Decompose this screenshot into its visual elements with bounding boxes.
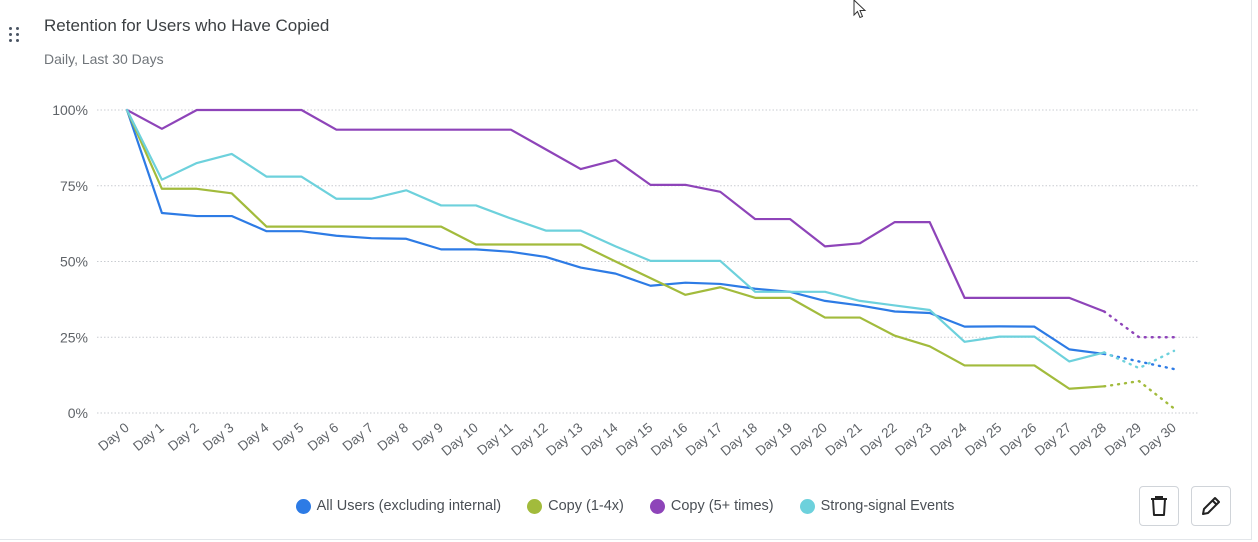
x-tick-label: Day 2	[165, 420, 202, 454]
y-tick-label: 75%	[60, 178, 88, 194]
edit-button[interactable]	[1191, 486, 1231, 526]
y-tick-label: 50%	[60, 254, 88, 270]
x-tick-label: Day 18	[718, 420, 760, 459]
series-lines	[125, 108, 1176, 410]
legend-item[interactable]: All Users (excluding internal)	[295, 498, 502, 514]
legend-swatch	[295, 498, 311, 514]
x-tick-label: Day 12	[508, 420, 550, 459]
pencil-icon	[1202, 497, 1220, 515]
series-line[interactable]	[125, 108, 1106, 313]
drag-handle-icon[interactable]	[9, 27, 21, 43]
x-tick-label: Day 4	[235, 420, 272, 454]
y-axis-ticks: 0% 25% 50% 75% 100%	[52, 102, 88, 421]
x-tick-label: Day 11	[474, 420, 516, 458]
legend-label: Copy (1-4x)	[548, 498, 624, 514]
legend-swatch	[527, 498, 543, 514]
legend-label: All Users (excluding internal)	[316, 498, 502, 514]
x-tick-label: Day 1	[130, 420, 167, 454]
series-projection-line	[1102, 310, 1176, 339]
x-tick-label: Day 15	[613, 420, 655, 459]
x-tick-label: Day 14	[578, 419, 621, 458]
legend-item[interactable]: Copy (1-4x)	[527, 498, 624, 514]
x-tick-label: Day 30	[1137, 420, 1179, 459]
x-tick-label: Day 22	[857, 420, 899, 459]
x-tick-label: Day 7	[340, 420, 377, 454]
x-tick-label: Day 24	[927, 419, 970, 458]
legend-swatch	[649, 498, 665, 514]
x-tick-label: Day 26	[997, 420, 1039, 459]
x-tick-label: Day 16	[648, 420, 690, 459]
x-tick-label: Day 17	[683, 420, 725, 459]
y-tick-label: 0%	[68, 405, 88, 421]
x-tick-label: Day 13	[543, 420, 585, 459]
legend-label: Strong-signal Events	[820, 498, 955, 514]
chart-legend: All Users (excluding internal) Copy (1-4x…	[0, 498, 1250, 514]
y-tick-label: 100%	[52, 102, 88, 118]
x-tick-label: Day 19	[753, 420, 795, 459]
legend-swatch	[799, 498, 815, 514]
x-tick-label: Day 0	[95, 420, 132, 454]
series-projection-line	[1102, 349, 1176, 370]
series-line[interactable]	[125, 108, 1106, 390]
series-projection-line	[1102, 352, 1176, 371]
delete-button[interactable]	[1139, 486, 1179, 526]
x-tick-label: Day 8	[374, 420, 411, 454]
x-tick-label: Day 6	[305, 420, 342, 454]
x-tick-label: Day 21	[822, 420, 864, 459]
x-tick-label: Day 10	[439, 420, 481, 459]
chart-subtitle: Daily, Last 30 Days	[44, 51, 164, 67]
x-tick-label: Day 29	[1102, 420, 1144, 459]
x-tick-label: Day 25	[962, 420, 1004, 459]
x-tick-label: Day 20	[788, 420, 830, 459]
x-tick-label: Day 5	[270, 420, 307, 454]
x-tick-label: Day 28	[1067, 420, 1109, 459]
x-tick-label: Day 3	[200, 420, 237, 454]
trash-icon	[1151, 496, 1167, 516]
grid-lines	[97, 109, 1198, 414]
legend-item[interactable]: Copy (5+ times)	[649, 498, 774, 514]
mouse-pointer-icon	[853, 0, 867, 19]
legend-label: Copy (5+ times)	[670, 498, 774, 514]
series-projection-line	[1102, 379, 1176, 410]
series-line[interactable]	[125, 108, 1106, 363]
x-tick-label: Day 23	[892, 420, 934, 459]
series-line[interactable]	[125, 108, 1106, 356]
legend-item[interactable]: Strong-signal Events	[799, 498, 955, 514]
chart-title: Retention for Users who Have Copied	[44, 16, 330, 35]
y-tick-label: 25%	[60, 329, 88, 345]
x-tick-label: Day 27	[1032, 420, 1074, 459]
